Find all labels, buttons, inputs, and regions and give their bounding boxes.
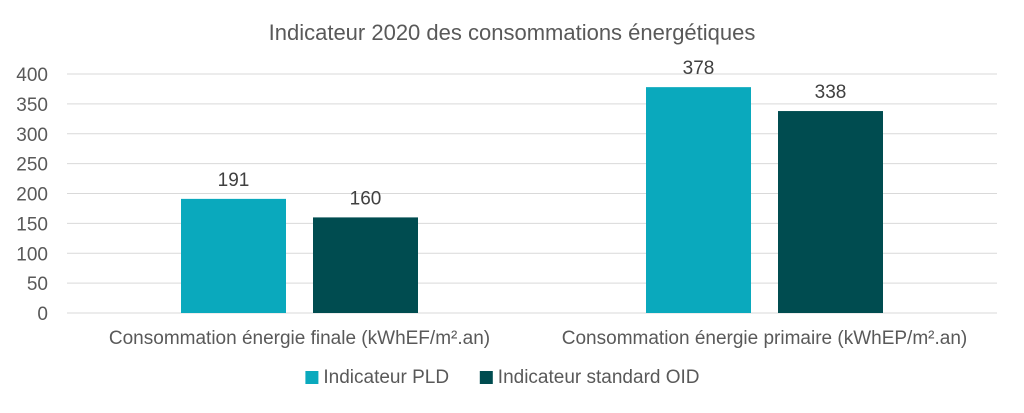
y-tick-label: 200 xyxy=(16,185,48,206)
bar xyxy=(646,87,751,314)
bar xyxy=(181,198,286,313)
y-tick-label: 100 xyxy=(16,244,48,265)
legend-label: Indicateur PLD xyxy=(323,367,449,388)
y-tick-label: 50 xyxy=(27,274,48,295)
y-tick-label: 350 xyxy=(16,95,48,116)
y-tick-label: 250 xyxy=(16,155,48,176)
data-label: 191 xyxy=(218,170,250,191)
y-tick-label: 300 xyxy=(16,125,48,146)
y-tick-label: 400 xyxy=(16,65,48,86)
bar xyxy=(778,111,883,313)
legend-label: Indicateur standard OID xyxy=(498,367,700,388)
category-label: Consommation énergie finale (kWhEF/m².an… xyxy=(109,328,490,349)
x-axis-categories: Consommation énergie finale (kWhEF/m².an… xyxy=(109,328,967,349)
category-label: Consommation énergie primaire (kWhEP/m².… xyxy=(562,328,967,349)
data-label: 378 xyxy=(683,58,715,79)
bars xyxy=(181,87,883,314)
legend-swatch xyxy=(479,371,493,384)
data-label: 338 xyxy=(815,82,847,103)
data-label: 160 xyxy=(350,188,382,209)
y-tick-label: 150 xyxy=(16,214,48,235)
legend-swatch xyxy=(305,371,319,384)
legend: Indicateur PLD Indicateur standard OID xyxy=(305,367,700,388)
data-labels: 191 160 378 338 xyxy=(218,58,847,209)
y-tick-label: 0 xyxy=(37,304,48,325)
bar xyxy=(313,217,418,313)
chart-title: Indicateur 2020 des consommations énergé… xyxy=(269,20,756,45)
y-axis-ticks: 0 50 100 150 200 250 300 350 400 xyxy=(16,65,48,325)
